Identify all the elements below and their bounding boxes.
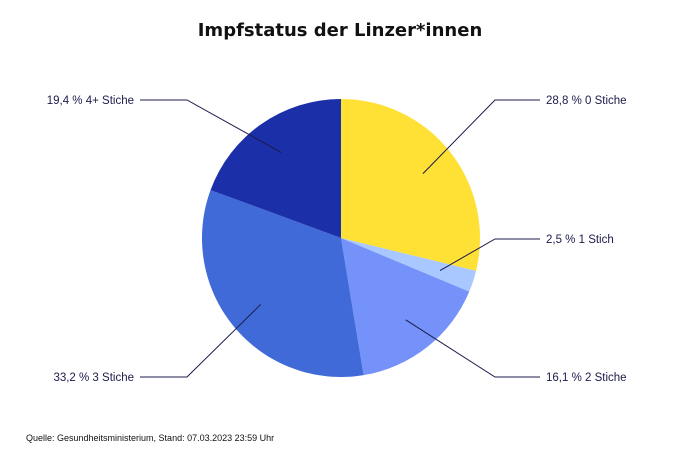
leader-line-2: [439, 238, 540, 271]
pie-slice-1: [341, 99, 481, 271]
leader-line-1: [422, 99, 540, 174]
leader-line-5: [140, 99, 282, 153]
slice-label-3: 16,1 % 2 Stiche: [546, 372, 627, 384]
pie-slice-3: [341, 238, 470, 376]
pie-slice-5: [210, 99, 341, 238]
leader-line-4: [140, 304, 262, 378]
leader-line-3: [405, 319, 540, 378]
source-note: Quelle: Gesundheitsministerium, Stand: 0…: [26, 433, 275, 443]
leader-lines: [140, 99, 540, 378]
slice-label-1: 28,8 % 0 Stiche: [546, 95, 627, 107]
slice-label-5: 19,4 % 4+ Stiche: [47, 95, 134, 107]
pie-slice-4: [201, 190, 364, 377]
pie-slice-2: [341, 238, 477, 292]
slice-label-4: 33,2 % 3 Stiche: [53, 372, 134, 384]
chart-title: Impfstatus der Linzer*innen: [197, 20, 483, 41]
slice-label-2: 2,5 % 1 Stich: [546, 234, 614, 246]
pie-slices: [201, 99, 481, 377]
slice-labels: 28,8 % 0 Stiche 2,5 % 1 Stich 16,1 % 2 Sti…: [47, 95, 627, 384]
